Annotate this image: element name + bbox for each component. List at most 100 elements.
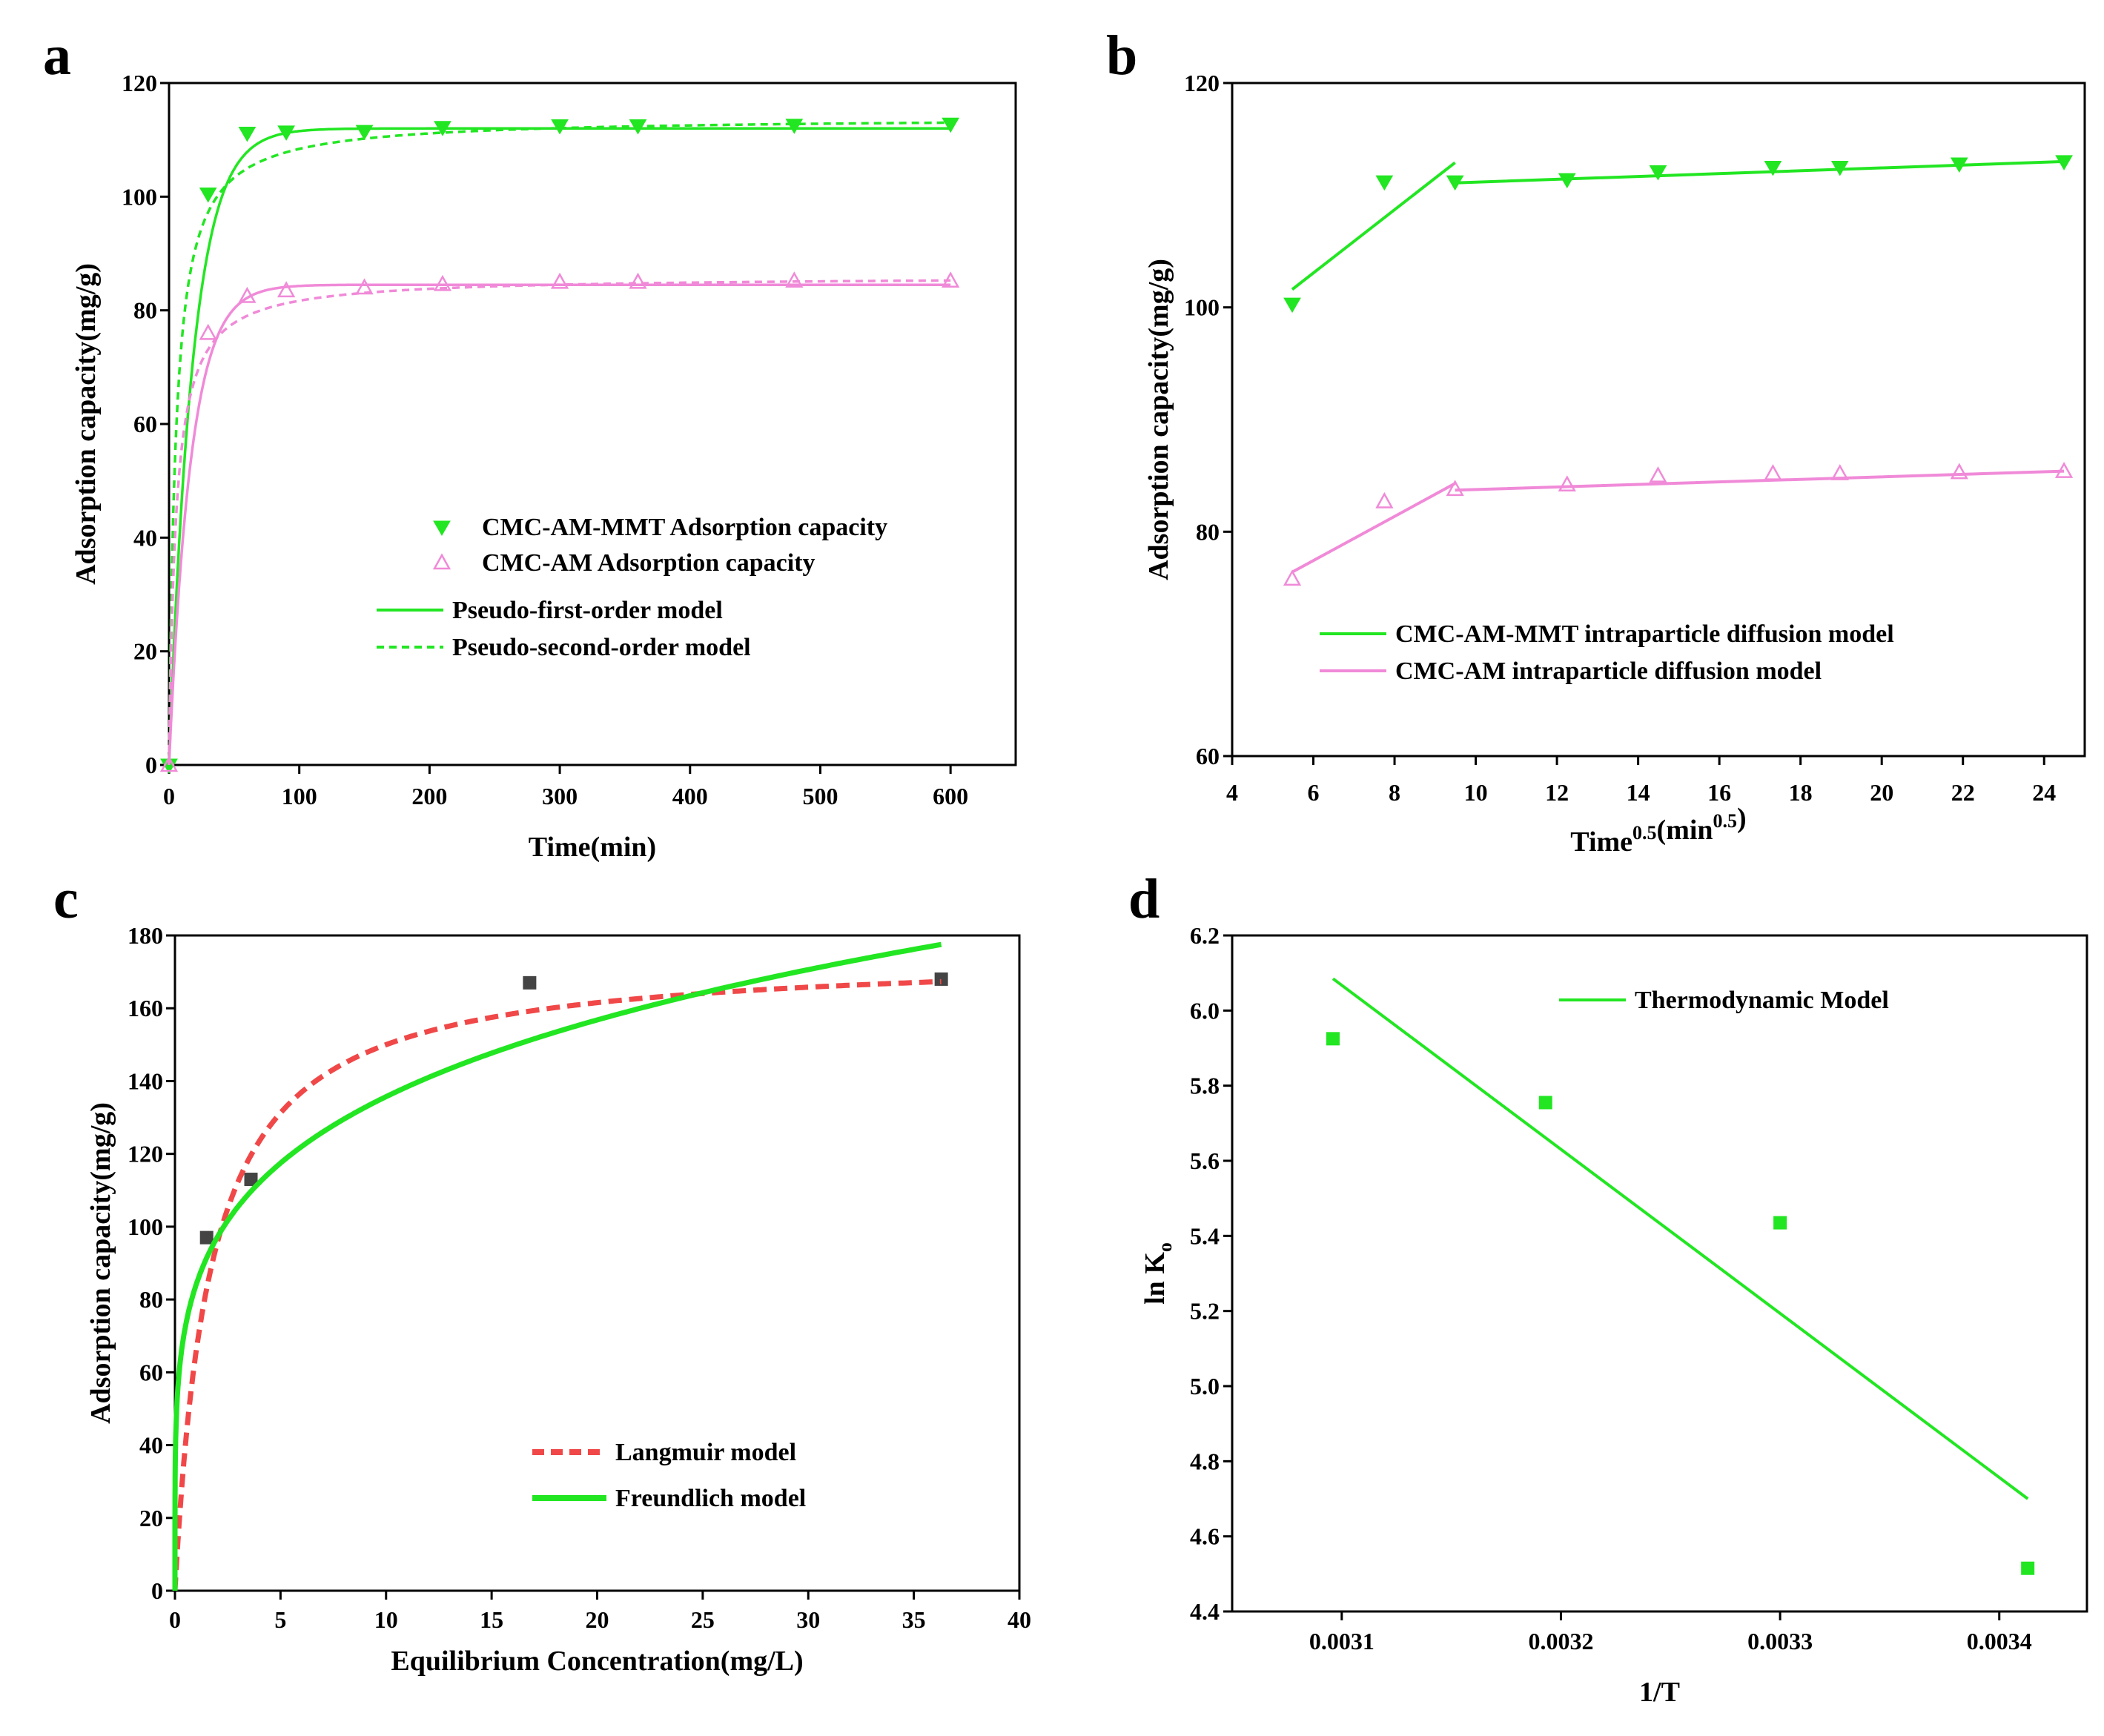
x-axis-title-part: (min — [1657, 815, 1713, 846]
data-point — [1375, 491, 1394, 508]
y-tick-label: 4.4 — [1190, 1598, 1220, 1625]
legend-label: Langmuir model — [615, 1439, 796, 1466]
model-curve — [168, 121, 951, 765]
x-tick-label: 0.0033 — [1747, 1628, 1813, 1654]
plot-frame — [1231, 934, 2088, 1613]
x-tick-label: 6 — [1308, 779, 1320, 806]
x-tick-label: 300 — [542, 783, 578, 809]
data-point — [934, 972, 948, 986]
panel-letter: d — [1128, 868, 1159, 930]
x-tick-label: 24 — [2032, 779, 2056, 806]
x-tick-label: 4 — [1226, 779, 1238, 806]
model-curve — [172, 941, 942, 1591]
x-tick-label: 0.0032 — [1528, 1628, 1593, 1654]
y-axis-title: ln Ko — [1139, 1242, 1176, 1305]
legend-label: Pseudo-first-order model — [452, 597, 723, 624]
data-point — [1375, 175, 1394, 191]
model-curve — [168, 127, 951, 765]
y-tick-label: 5.6 — [1190, 1147, 1220, 1174]
y-tick-label: 80 — [1196, 518, 1220, 545]
legend-marker — [432, 553, 451, 570]
y-tick-label: 4.8 — [1190, 1448, 1220, 1474]
x-tick-label: 5 — [274, 1606, 286, 1633]
data-point — [277, 281, 296, 298]
y-tick-label: 100 — [128, 1213, 163, 1240]
data-point — [244, 1173, 258, 1187]
y-axis-title: Adsorption capacity(mg/g) — [85, 1102, 116, 1424]
y-tick-label: 120 — [1184, 70, 1220, 96]
data-point — [550, 272, 569, 289]
y-tick-label: 60 — [1196, 743, 1220, 769]
x-tick-label: 18 — [1789, 779, 1813, 806]
x-tick-label: 8 — [1389, 779, 1400, 806]
model-curve — [168, 279, 951, 765]
y-tick-label: 80 — [133, 297, 157, 324]
x-tick-label: 25 — [691, 1606, 715, 1633]
data-point — [785, 271, 804, 288]
x-tick-label: 30 — [796, 1606, 820, 1633]
legend-label: Freundlich model — [615, 1485, 806, 1512]
plot-area — [1283, 155, 2074, 586]
x-tick-label: 500 — [802, 783, 838, 809]
y-tick-label: 0 — [151, 1577, 163, 1604]
model-curve — [172, 978, 942, 1591]
plot-area — [159, 117, 960, 774]
x-tick-label: 22 — [1951, 779, 1975, 806]
y-tick-label: 6.0 — [1190, 997, 1220, 1024]
legend-label: CMC-AM-MMT Adsorption capacity — [482, 514, 887, 541]
x-tick-label: 16 — [1707, 779, 1731, 806]
x-tick-label: 15 — [480, 1606, 503, 1633]
y-tick-label: 20 — [133, 638, 157, 665]
x-tick-label: 0 — [163, 783, 175, 809]
x-tick-label: 0.0031 — [1309, 1628, 1374, 1654]
y-tick-label: 6.2 — [1190, 922, 1220, 949]
data-point — [1764, 464, 1782, 480]
y-tick-label: 100 — [122, 183, 157, 210]
y-tick-label: 0 — [145, 752, 157, 778]
x-tick-label: 40 — [1008, 1606, 1031, 1633]
legend-label: CMC-AM Adsorption capacity — [482, 549, 816, 577]
data-point — [433, 274, 452, 291]
x-tick-label: 35 — [902, 1606, 926, 1633]
y-tick-label: 5.2 — [1190, 1298, 1220, 1325]
data-point — [199, 323, 217, 340]
y-tick-label: 40 — [133, 524, 157, 551]
data-point — [1764, 161, 1782, 176]
data-point — [1283, 297, 1301, 314]
y-axis-title-part: ln K — [1139, 1252, 1171, 1305]
panel-c: c 0 5 10 15 20 25 30 35 40 0 20 40 60 80 100 120 140 160 18… — [53, 868, 1031, 1677]
data-point — [1283, 569, 1302, 586]
y-tick-label: 40 — [139, 1432, 163, 1459]
x-axis-title-part: ) — [1737, 803, 1747, 834]
data-point — [1326, 1032, 1340, 1046]
y-tick-label: 5.4 — [1190, 1222, 1220, 1249]
data-point — [1446, 480, 1464, 497]
data-point — [1558, 475, 1576, 492]
x-axis-title: 1/T — [1639, 1677, 1680, 1708]
panel-d: d 0.0031 0.0032 0.0033 0.0034 4.4 4.6 4.8 5.0 5.2… — [1128, 868, 2088, 1708]
panel-letter: a — [43, 24, 71, 87]
legend-label: Thermodynamic Model — [1635, 987, 1889, 1014]
plot-frame — [168, 82, 1017, 766]
y-tick-label: 4.6 — [1190, 1523, 1220, 1550]
x-axis-title: Equilibrium Concentration(mg/L) — [391, 1646, 803, 1677]
x-axis-title: Time(min) — [529, 832, 656, 863]
legend: CMC-AM-MMT intraparticle diffusion model… — [1320, 620, 1894, 685]
legend-label: CMC-AM-MMT intraparticle diffusion model — [1395, 620, 1894, 648]
data-point — [523, 975, 537, 990]
data-point — [2021, 1561, 2035, 1575]
x-tick-label: 10 — [374, 1606, 398, 1633]
legend: Langmuir model Freundlich model — [532, 1439, 806, 1512]
data-point — [1649, 165, 1667, 181]
x-tick-label: 400 — [672, 783, 708, 809]
y-tick-label: 5.0 — [1190, 1373, 1220, 1399]
plot-area — [1326, 977, 2035, 1575]
legend-label: Pseudo-second-order model — [452, 634, 751, 661]
y-tick-label: 140 — [128, 1067, 163, 1094]
legend: Thermodynamic Model — [1559, 987, 1889, 1014]
plot-frame — [1231, 82, 2086, 758]
x-axis-title-sup: 0.5 — [1632, 822, 1657, 844]
fit-line — [1291, 469, 2065, 574]
y-axis-title-sub: o — [1154, 1242, 1176, 1252]
